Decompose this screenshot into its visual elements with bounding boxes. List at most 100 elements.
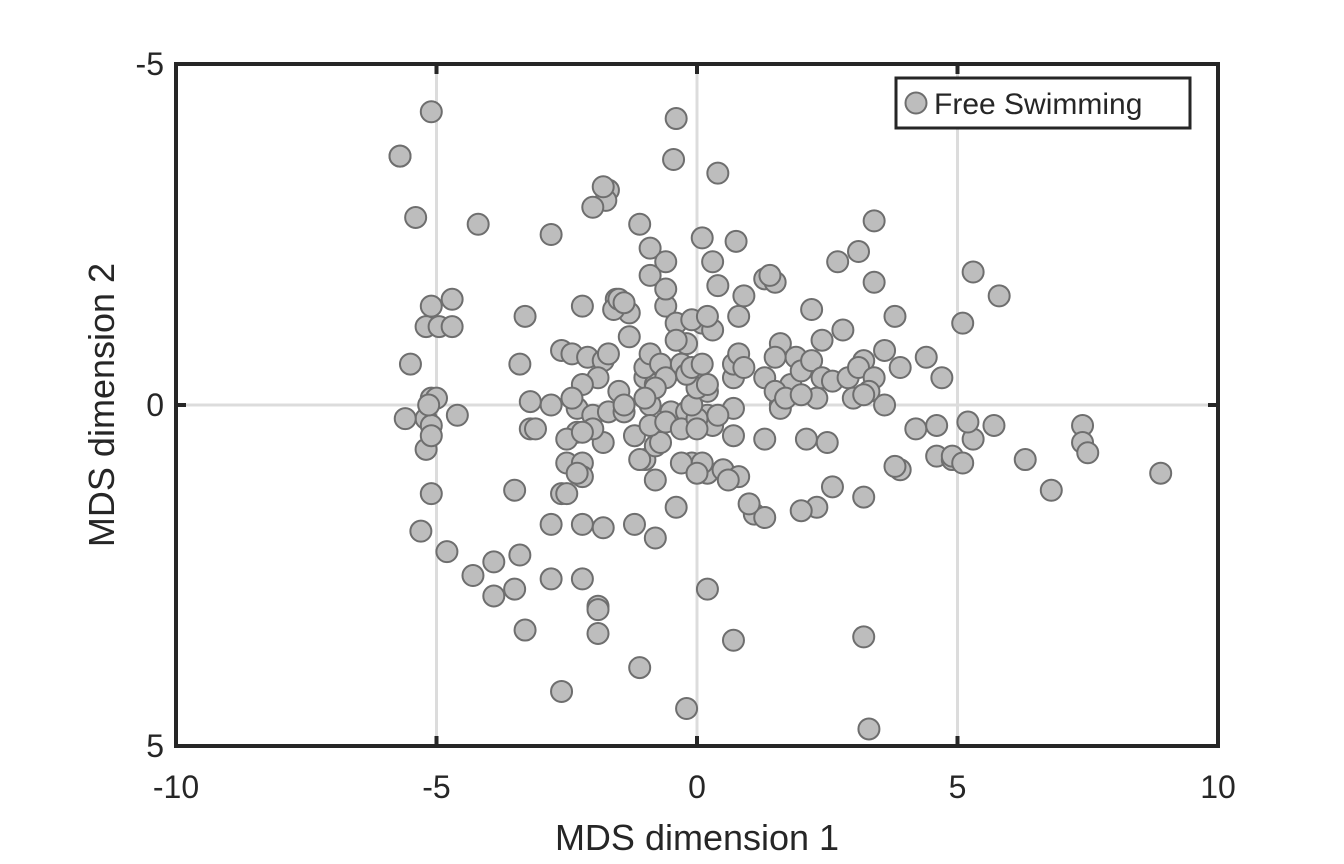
data-point <box>753 427 777 451</box>
data-point <box>925 413 949 437</box>
data-point <box>393 407 417 431</box>
data-point <box>883 454 907 478</box>
data-point <box>873 338 897 362</box>
legend: Free Swimming <box>894 76 1192 130</box>
data-point <box>388 144 412 168</box>
data-point <box>695 304 719 328</box>
data-point <box>560 386 584 410</box>
data-point <box>612 291 636 315</box>
data-point <box>461 564 485 587</box>
data-point <box>654 277 678 301</box>
data-point <box>753 506 777 530</box>
data-point <box>419 294 443 318</box>
data-point <box>664 107 688 131</box>
data-point <box>633 386 657 410</box>
data-point <box>721 628 745 652</box>
data-point <box>732 355 756 379</box>
data-point <box>961 260 985 284</box>
data-point <box>638 263 662 287</box>
data-point <box>951 311 975 335</box>
data-point <box>435 540 459 564</box>
data-point <box>727 304 751 328</box>
data-point <box>662 147 686 171</box>
data-point <box>482 550 506 574</box>
data-point <box>643 526 667 550</box>
data-point <box>570 294 594 318</box>
data-point <box>440 315 464 339</box>
data-point <box>398 352 422 376</box>
axis-ticks <box>174 62 1220 748</box>
data-point <box>664 495 688 519</box>
data-point <box>852 625 876 649</box>
data-points <box>388 100 1173 741</box>
data-point <box>539 393 563 417</box>
data-point <box>539 567 563 591</box>
data-point <box>695 373 719 397</box>
data-point <box>596 342 620 366</box>
data-point <box>690 226 714 250</box>
data-point <box>862 270 886 294</box>
data-point <box>695 577 719 601</box>
data-point <box>628 212 652 236</box>
data-point <box>732 284 756 308</box>
data-point <box>555 482 579 506</box>
data-point <box>982 413 1006 437</box>
data-point <box>706 403 730 427</box>
data-point <box>419 482 443 506</box>
x-tick-label: 5 <box>949 769 967 805</box>
data-point <box>523 417 547 441</box>
y-axis-title: MDS dimension 2 <box>81 263 122 547</box>
data-point <box>706 161 730 185</box>
data-point <box>904 417 928 441</box>
data-point <box>800 298 824 322</box>
data-point <box>628 656 652 680</box>
data-point <box>852 485 876 509</box>
data-point <box>638 236 662 260</box>
data-point <box>685 417 709 441</box>
data-point <box>930 366 954 390</box>
data-point <box>591 175 615 199</box>
data-point <box>810 328 834 352</box>
data-point <box>508 543 532 567</box>
data-point <box>758 263 782 287</box>
data-point <box>586 621 610 645</box>
data-point <box>591 516 615 540</box>
x-tick-label: 10 <box>1200 769 1236 805</box>
data-point <box>1039 478 1063 502</box>
data-point <box>612 393 636 417</box>
data-point <box>690 352 714 376</box>
data-point <box>873 393 897 417</box>
data-point <box>815 431 839 455</box>
data-point <box>570 420 594 444</box>
data-point <box>852 383 876 407</box>
data-point <box>581 195 605 219</box>
data-point <box>1076 441 1100 465</box>
data-point <box>409 519 433 543</box>
y-tick-label: -5 <box>136 46 164 82</box>
data-point <box>586 598 610 622</box>
y-tick-label: 5 <box>146 728 164 764</box>
data-point <box>617 325 641 349</box>
data-point <box>622 512 646 536</box>
data-point <box>826 250 850 274</box>
data-point <box>789 383 813 407</box>
data-point <box>539 223 563 246</box>
data-point <box>685 461 709 485</box>
data-point <box>737 492 761 516</box>
data-point <box>1149 461 1173 485</box>
data-point <box>789 499 813 523</box>
data-point <box>643 468 667 492</box>
data-point <box>862 209 886 233</box>
data-point <box>565 461 589 485</box>
data-point <box>956 410 980 434</box>
x-tick-label: -5 <box>422 769 450 805</box>
x-tick-label: 0 <box>688 769 706 805</box>
legend-label: Free Swimming <box>934 88 1142 121</box>
data-point <box>503 577 527 601</box>
data-point <box>706 274 730 298</box>
data-point <box>445 403 469 427</box>
data-point <box>888 355 912 379</box>
data-point <box>820 475 844 499</box>
data-point <box>1013 448 1037 472</box>
data-point <box>716 468 740 492</box>
